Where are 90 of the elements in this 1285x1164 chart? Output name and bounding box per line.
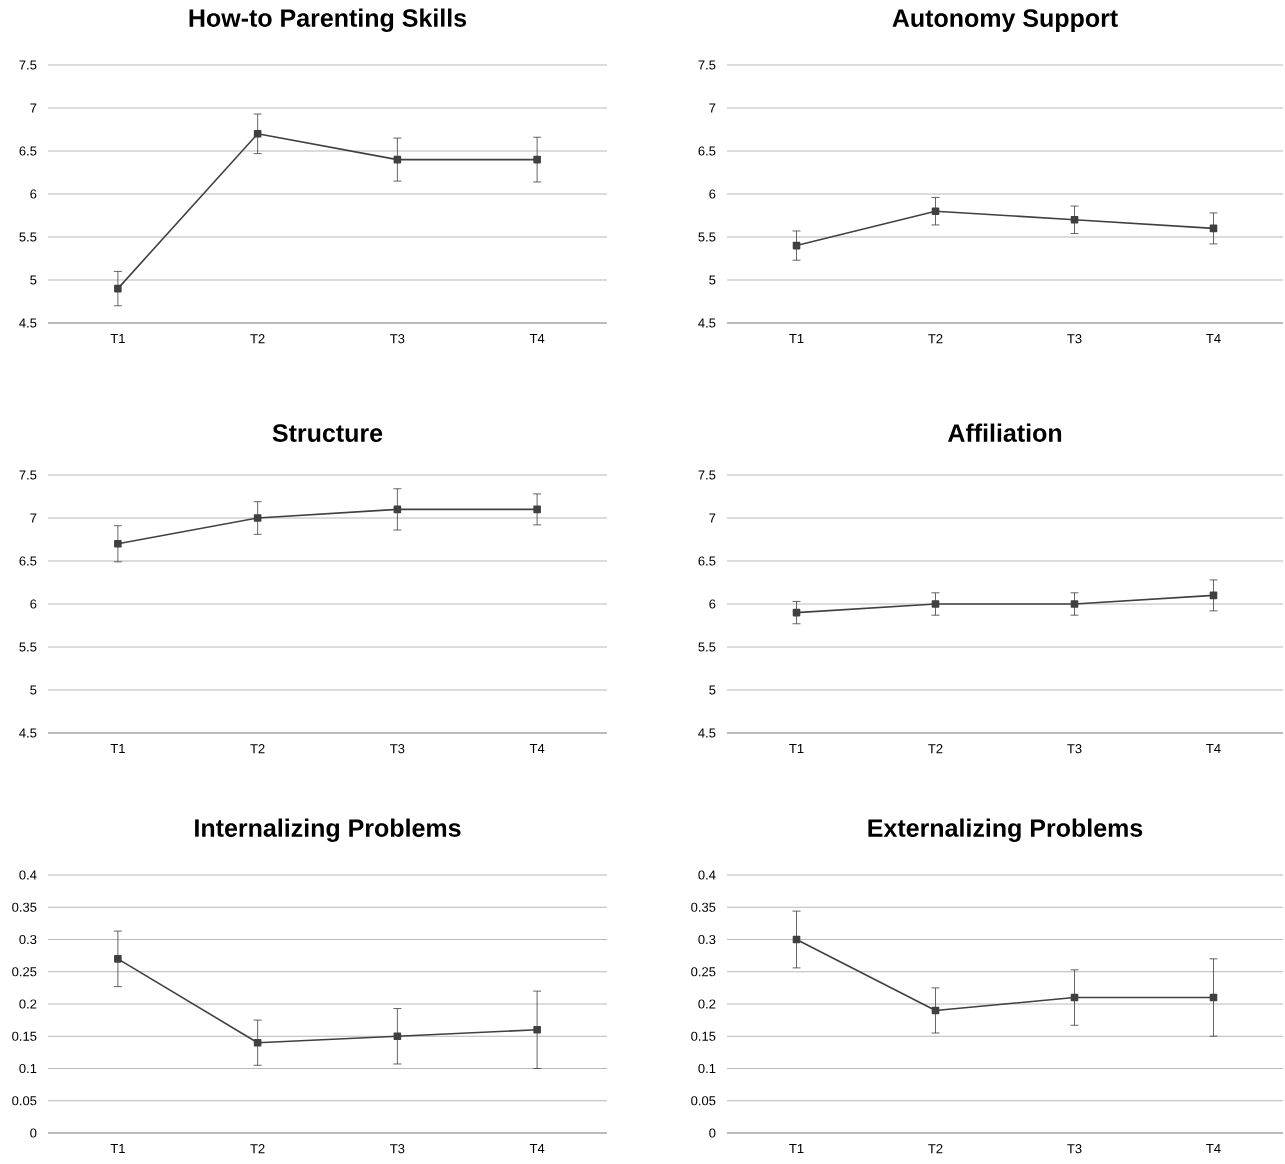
- point: [1070, 215, 1079, 224]
- point: [253, 514, 262, 522]
- chart-title: Autonomy Support: [892, 9, 1118, 32]
- y-tick-label: 7.5: [698, 60, 716, 70]
- y-tick-label: 5.5: [19, 232, 37, 242]
- y-tick-label: 7.5: [19, 470, 37, 480]
- x-tick-label: T2: [250, 334, 265, 344]
- x-tick-label: T2: [250, 1144, 265, 1154]
- y-tick-label: 6: [709, 599, 716, 609]
- y-tick-label: 0.2: [698, 999, 716, 1009]
- x-tick-label: T4: [1206, 334, 1221, 343]
- y-tick-label: 7.5: [19, 60, 37, 70]
- y-tick-label: 0.1: [698, 1063, 716, 1074]
- point: [114, 955, 122, 963]
- y-tick-label: 5: [709, 685, 716, 695]
- y-tick-label: 6: [709, 189, 716, 199]
- x-tick-label: T3: [390, 1144, 405, 1154]
- chart-title: Structure: [272, 424, 383, 442]
- x-tick-label: T1: [110, 334, 125, 343]
- y-tick-label: 0.35: [691, 902, 716, 912]
- y-tick-label: 4.5: [19, 728, 37, 738]
- x-tick-label: T3: [390, 744, 405, 754]
- point: [931, 207, 940, 215]
- chart-title: Internalizing Problems: [195, 818, 461, 842]
- y-tick-label: 7: [709, 513, 716, 523]
- x-tick-label: T1: [789, 334, 804, 343]
- x-tick-label: T2: [928, 1144, 943, 1154]
- y-tick-label: 0: [709, 1128, 716, 1138]
- y-tick-label: 5: [30, 685, 37, 695]
- y-tick-label: 5.5: [698, 642, 716, 652]
- y-tick-label: 0.05: [691, 1096, 716, 1106]
- y-tick-label: 6.5: [19, 556, 37, 566]
- y-tick-label: 5: [30, 275, 37, 285]
- y-tick-label: 6: [30, 599, 37, 609]
- x-tick-label: T3: [1067, 334, 1082, 344]
- point: [533, 505, 541, 514]
- x-tick-label: T2: [928, 334, 943, 344]
- y-tick-label: 0.35: [12, 902, 37, 912]
- y-tick-label: 6.5: [19, 146, 37, 156]
- x-tick-label: T4: [1206, 1144, 1221, 1154]
- y-tick-label: 0.2: [19, 999, 37, 1009]
- y-tick-label: 0.15: [691, 1031, 716, 1041]
- x-tick-label: T1: [789, 1144, 804, 1154]
- y-tick-label: 0.25: [691, 967, 716, 977]
- y-tick-label: 7: [709, 103, 716, 113]
- point: [393, 1032, 402, 1041]
- y-tick-label: 4.5: [698, 728, 716, 738]
- x-tick-label: T1: [110, 744, 125, 754]
- y-tick-label: 6.5: [698, 556, 716, 566]
- y-tick-label: 7.5: [698, 470, 716, 480]
- y-tick-label: 6.5: [698, 146, 716, 156]
- point: [114, 284, 122, 293]
- x-tick-label: T4: [529, 744, 545, 754]
- y-tick-label: 5.5: [19, 642, 37, 652]
- x-tick-label: T1: [110, 1144, 125, 1154]
- chart-title: Externalizing Problems: [868, 818, 1143, 842]
- y-tick-label: 0.4: [698, 870, 716, 880]
- y-tick-label: 0.3: [698, 934, 716, 945]
- point: [931, 600, 940, 608]
- y-tick-label: 4.5: [19, 318, 37, 328]
- y-tick-label: 5: [709, 275, 716, 285]
- y-tick-label: 0.05: [12, 1096, 37, 1106]
- chart-title: How-to Parenting Skills: [189, 8, 467, 32]
- x-tick-label: T4: [529, 1144, 545, 1154]
- y-tick-label: 0.4: [19, 870, 37, 880]
- x-tick-label: T2: [250, 744, 265, 754]
- x-tick-label: T4: [1206, 744, 1221, 754]
- y-tick-label: 0.3: [19, 934, 37, 945]
- x-tick-label: T1: [789, 744, 804, 754]
- x-tick-label: T3: [390, 334, 405, 344]
- point: [533, 155, 541, 164]
- point: [533, 1026, 541, 1034]
- chart-title: Affiliation: [948, 423, 1062, 442]
- y-tick-label: 0.25: [12, 967, 37, 977]
- y-tick-label: 4.5: [698, 318, 716, 328]
- y-tick-label: 6: [30, 189, 37, 199]
- y-tick-label: 0: [30, 1128, 37, 1138]
- y-tick-label: 0.1: [19, 1063, 37, 1074]
- x-tick-label: T2: [928, 744, 943, 754]
- y-tick-label: 7: [30, 103, 37, 113]
- point: [253, 1038, 262, 1047]
- y-tick-label: 5.5: [698, 232, 716, 242]
- x-tick-label: T4: [529, 334, 545, 343]
- x-tick-label: T3: [1067, 744, 1082, 754]
- y-tick-label: 0.15: [12, 1031, 37, 1041]
- point: [1070, 600, 1079, 608]
- y-tick-label: 7: [30, 513, 37, 523]
- point: [114, 540, 122, 548]
- point: [253, 130, 262, 138]
- x-tick-label: T3: [1067, 1144, 1082, 1154]
